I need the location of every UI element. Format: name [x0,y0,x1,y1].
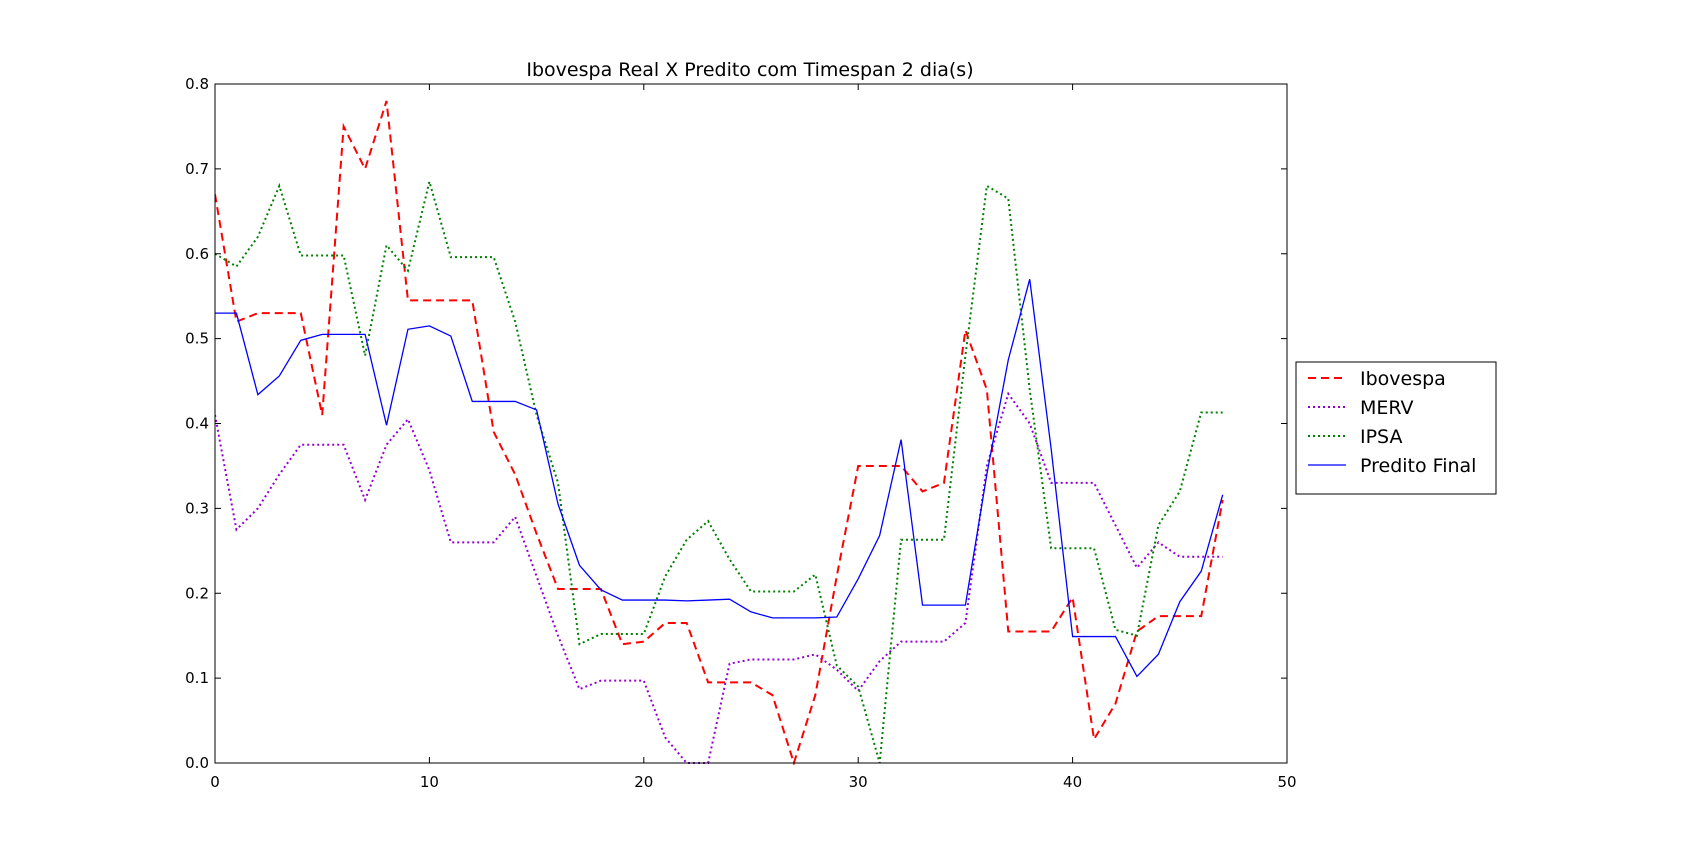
x-tick-label: 20 [634,773,653,791]
x-tick-label: 40 [1063,773,1082,791]
y-tick-label: 0.0 [185,754,209,772]
x-tick-label: 0 [210,773,220,791]
y-tick-label: 0.3 [185,499,209,517]
legend-label: Predito Final [1360,455,1476,477]
x-tick-label: 30 [849,773,868,791]
series-line-merv [215,391,1223,764]
series-line-ibovespa [215,100,1224,765]
legend-label: IPSA [1360,426,1402,448]
x-tick-label: 10 [420,773,439,791]
y-tick-label: 0.4 [185,415,209,433]
legend-frame [1295,361,1497,495]
series-line-ipsa [215,177,1223,764]
legend-label: Ibovespa [1360,368,1446,390]
legend-label: MERV [1360,397,1414,419]
chart-title: Ibovespa Real X Predito com Timespan 2 d… [526,59,973,81]
y-tick-label: 0.8 [185,75,209,93]
series-line-predito-final [215,279,1224,678]
y-tick-label: 0.5 [185,330,209,348]
axes-layer: 0 10 20 30 40 50 0.0 0.1 0.2 0.3 0.4 0.5 0.6 0.7 0.8 [185,75,1296,791]
y-tick-label: 0.2 [185,584,209,602]
legend: Ibovespa MERV IPSA Predito Final [1295,361,1497,495]
y-tick-label: 0.7 [185,160,209,178]
y-tick-label: 0.6 [185,245,209,263]
x-tick-label: 50 [1277,773,1296,791]
series-layer [215,100,1224,765]
y-tick-label: 0.1 [185,669,209,687]
